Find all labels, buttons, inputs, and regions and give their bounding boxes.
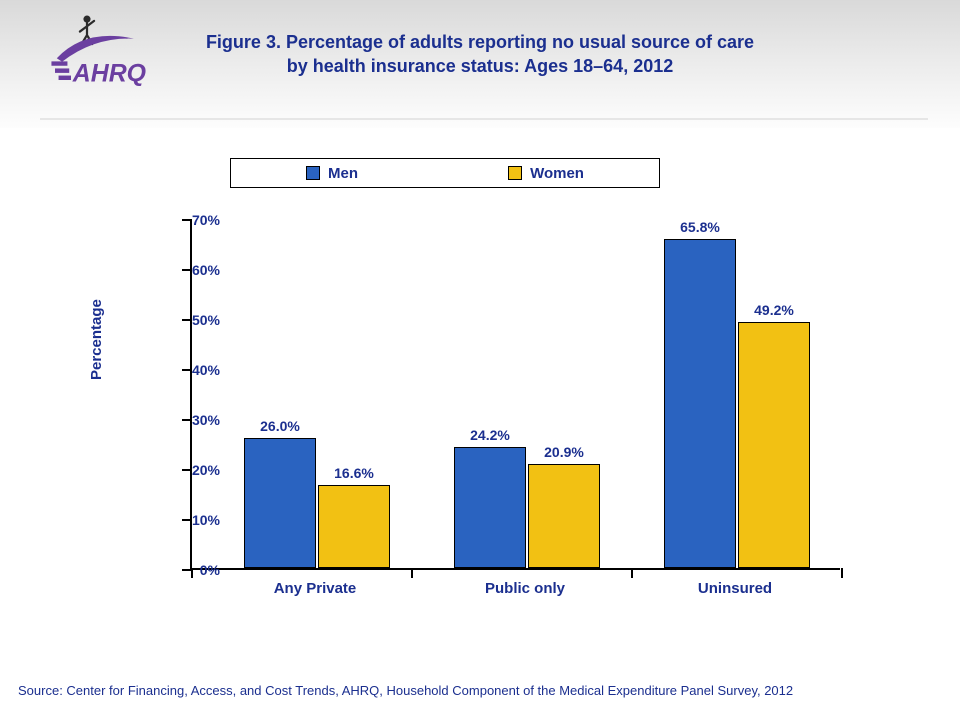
legend-item-women: Women <box>508 165 584 182</box>
bar-men-1 <box>454 447 526 568</box>
bar-women-2 <box>738 322 810 568</box>
source-citation: Source: Center for Financing, Access, an… <box>18 683 793 698</box>
title-line-2: by health insurance status: Ages 18–64, … <box>287 56 674 76</box>
bar-women-1 <box>528 464 600 569</box>
y-tick-label: 40% <box>160 362 220 378</box>
bar-label: 24.2% <box>470 427 510 443</box>
x-tick <box>191 568 193 578</box>
y-tick-label: 0% <box>160 562 220 578</box>
x-category-label: Public only <box>485 580 565 597</box>
bar-men-0 <box>244 438 316 568</box>
y-tick-label: 30% <box>160 412 220 428</box>
y-axis-title: Percentage <box>88 299 105 380</box>
x-tick <box>411 568 413 578</box>
x-category-label: Uninsured <box>698 580 772 597</box>
legend-item-men: Men <box>306 165 358 182</box>
y-tick-label: 70% <box>160 212 220 228</box>
bar-label: 26.0% <box>260 418 300 434</box>
y-tick-label: 10% <box>160 512 220 528</box>
chart-legend: Men Women <box>230 158 660 188</box>
bar-women-0 <box>318 485 390 568</box>
figure-title: Figure 3. Percentage of adults reporting… <box>0 30 960 79</box>
y-tick-label: 20% <box>160 462 220 478</box>
header-divider <box>40 118 928 120</box>
legend-label-women: Women <box>530 165 584 182</box>
bar-men-2 <box>664 239 736 568</box>
plot-region: 0%10%20%30%40%50%60%70%26.0%16.6%24.2%20… <box>190 220 840 570</box>
bar-label: 16.6% <box>334 465 374 481</box>
legend-swatch-men <box>306 166 320 180</box>
chart-area: 0%10%20%30%40%50%60%70%26.0%16.6%24.2%20… <box>150 220 850 600</box>
header-band: AHRQ Figure 3. Percentage of adults repo… <box>0 0 960 128</box>
x-tick <box>841 568 843 578</box>
y-tick-label: 50% <box>160 312 220 328</box>
title-line-1: Figure 3. Percentage of adults reporting… <box>206 32 754 52</box>
x-tick <box>631 568 633 578</box>
x-category-label: Any Private <box>274 580 357 597</box>
bar-label: 20.9% <box>544 444 584 460</box>
legend-swatch-women <box>508 166 522 180</box>
bar-label: 65.8% <box>680 219 720 235</box>
y-tick-label: 60% <box>160 262 220 278</box>
bar-label: 49.2% <box>754 302 794 318</box>
legend-label-men: Men <box>328 165 358 182</box>
